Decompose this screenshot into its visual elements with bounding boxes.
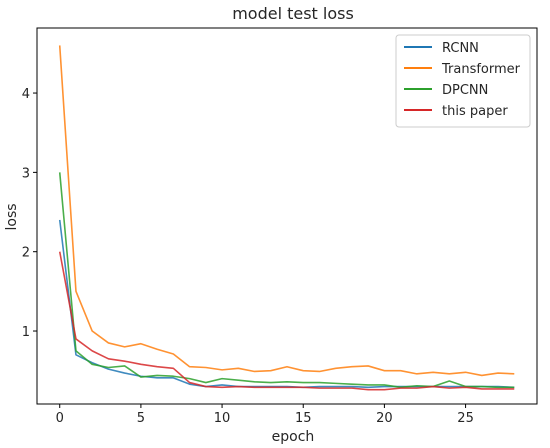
y-tick-label: 3 [22,166,30,181]
x-tick-label: 0 [56,411,64,426]
legend-label: DPCNN [442,83,488,98]
legend: RCNN Transformer DPCNN this paper [395,34,531,128]
legend-label: Transformer [441,62,521,77]
x-axis-label: epoch [272,429,315,445]
y-tick-label: 4 [22,87,30,102]
x-tick-label: 15 [295,411,312,426]
x-tick-label: 5 [137,411,145,426]
series-line-dpcnn [58,172,515,389]
legend-label: this paper [442,104,508,119]
legend-label: RCNN [442,41,479,56]
x-tick-label: 25 [457,411,474,426]
plot-area [36,27,538,405]
x-tick-label: 10 [214,411,231,426]
series-line-this-paper [58,251,515,391]
y-tick-label: 2 [22,246,30,261]
y-tick-label: 1 [22,325,30,340]
legend-box [395,34,531,128]
series-line-transformer [58,45,515,377]
x-tick-label: 20 [376,411,393,426]
y-axis-label: loss [4,203,20,230]
chart-title: model test loss [232,4,354,23]
